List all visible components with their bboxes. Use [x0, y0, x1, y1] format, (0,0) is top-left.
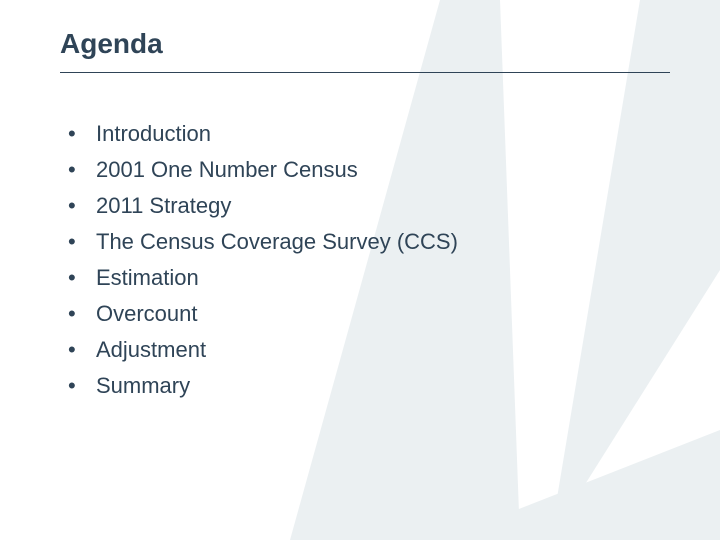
- list-item: • Introduction: [68, 120, 458, 148]
- bullet-icon: •: [68, 156, 96, 184]
- list-item: • 2001 One Number Census: [68, 156, 458, 184]
- bg-shape-bottom: [440, 430, 720, 540]
- bullet-icon: •: [68, 264, 96, 292]
- list-item-label: Summary: [96, 372, 190, 400]
- bullet-icon: •: [68, 192, 96, 220]
- list-item: • Estimation: [68, 264, 458, 292]
- slide: Agenda • Introduction • 2001 One Number …: [0, 0, 720, 540]
- slide-title: Agenda: [60, 28, 163, 60]
- bullet-icon: •: [68, 336, 96, 364]
- list-item-label: Overcount: [96, 300, 198, 328]
- bullet-icon: •: [68, 228, 96, 256]
- list-item: • Adjustment: [68, 336, 458, 364]
- list-item-label: 2001 One Number Census: [96, 156, 358, 184]
- list-item: • 2011 Strategy: [68, 192, 458, 220]
- title-divider: [60, 72, 670, 73]
- list-item-label: The Census Coverage Survey (CCS): [96, 228, 458, 256]
- list-item: • The Census Coverage Survey (CCS): [68, 228, 458, 256]
- list-item: • Overcount: [68, 300, 458, 328]
- list-item-label: 2011 Strategy: [96, 192, 231, 220]
- bullet-icon: •: [68, 372, 96, 400]
- list-item-label: Introduction: [96, 120, 211, 148]
- agenda-list: • Introduction • 2001 One Number Census …: [68, 120, 458, 408]
- list-item-label: Estimation: [96, 264, 199, 292]
- list-item: • Summary: [68, 372, 458, 400]
- bg-shape-right: [550, 0, 720, 540]
- bullet-icon: •: [68, 300, 96, 328]
- list-item-label: Adjustment: [96, 336, 206, 364]
- bullet-icon: •: [68, 120, 96, 148]
